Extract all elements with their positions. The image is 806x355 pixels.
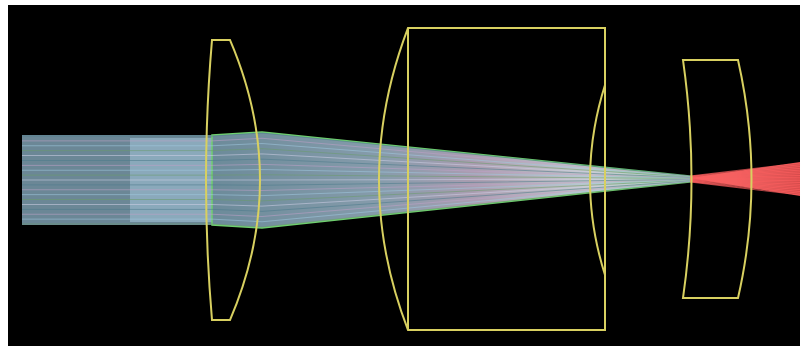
ray-trace-diagram (0, 0, 806, 355)
page: (() => { const svg = document.getElement… (0, 0, 806, 355)
